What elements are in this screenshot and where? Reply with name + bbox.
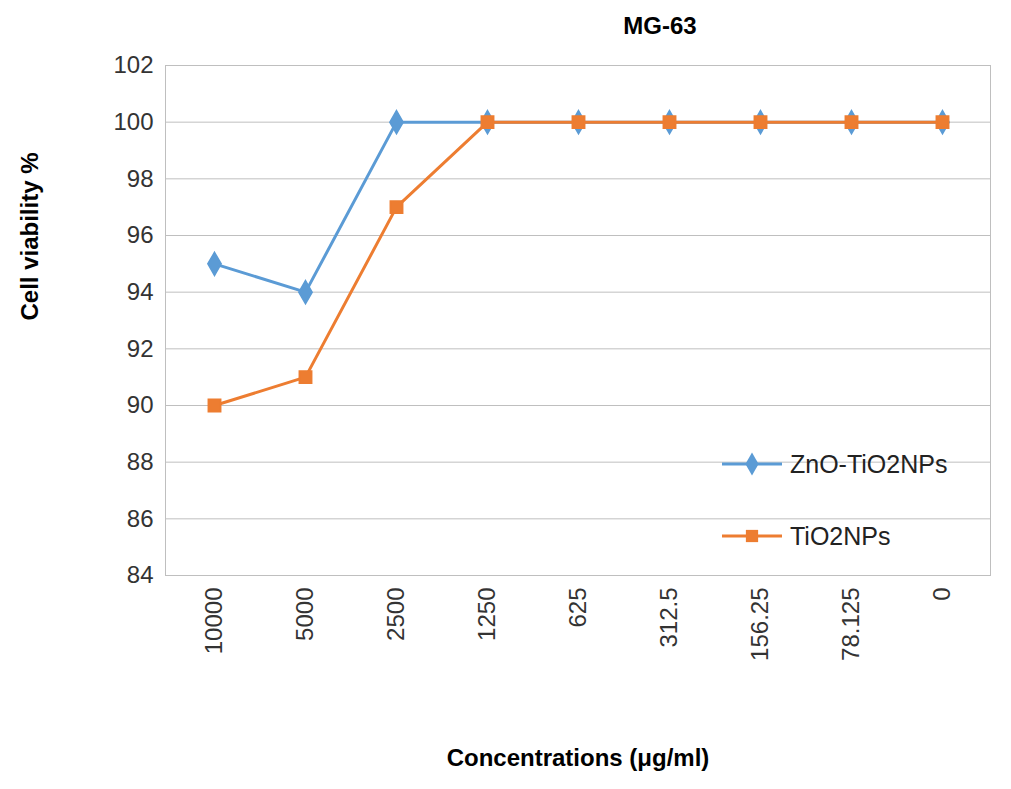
svg-text:2500: 2500 <box>382 588 409 641</box>
svg-text:90: 90 <box>127 391 154 418</box>
svg-text:100: 100 <box>113 108 153 135</box>
svg-text:Concentrations (μg/ml): Concentrations (μg/ml) <box>447 744 710 771</box>
svg-text:94: 94 <box>127 278 154 305</box>
svg-text:5000: 5000 <box>291 588 318 641</box>
svg-text:625: 625 <box>564 588 591 628</box>
html-text:MG-63: MG-63 <box>623 12 697 39</box>
svg-text:1250: 1250 <box>473 588 500 641</box>
svg-text:98: 98 <box>127 165 154 192</box>
svg-text:156.25: 156.25 <box>746 588 773 661</box>
svg-text:10000: 10000 <box>200 588 227 655</box>
html-text:TiO2NPs: TiO2NPs <box>790 521 891 550</box>
svg-text:92: 92 <box>127 335 154 362</box>
svg-text:84: 84 <box>127 561 154 588</box>
svg-text:Cell viability %: Cell viability % <box>16 152 43 320</box>
svg-text:102: 102 <box>113 51 153 78</box>
svg-text:78.125: 78.125 <box>837 588 864 661</box>
html-text:ZnO-TiO2NPs: ZnO-TiO2NPs <box>790 449 948 478</box>
svg-text:88: 88 <box>127 448 154 475</box>
svg-text:0: 0 <box>928 588 955 601</box>
svg-text:312.5: 312.5 <box>655 588 682 648</box>
svg-text:86: 86 <box>127 505 154 532</box>
svg-text:96: 96 <box>127 221 154 248</box>
